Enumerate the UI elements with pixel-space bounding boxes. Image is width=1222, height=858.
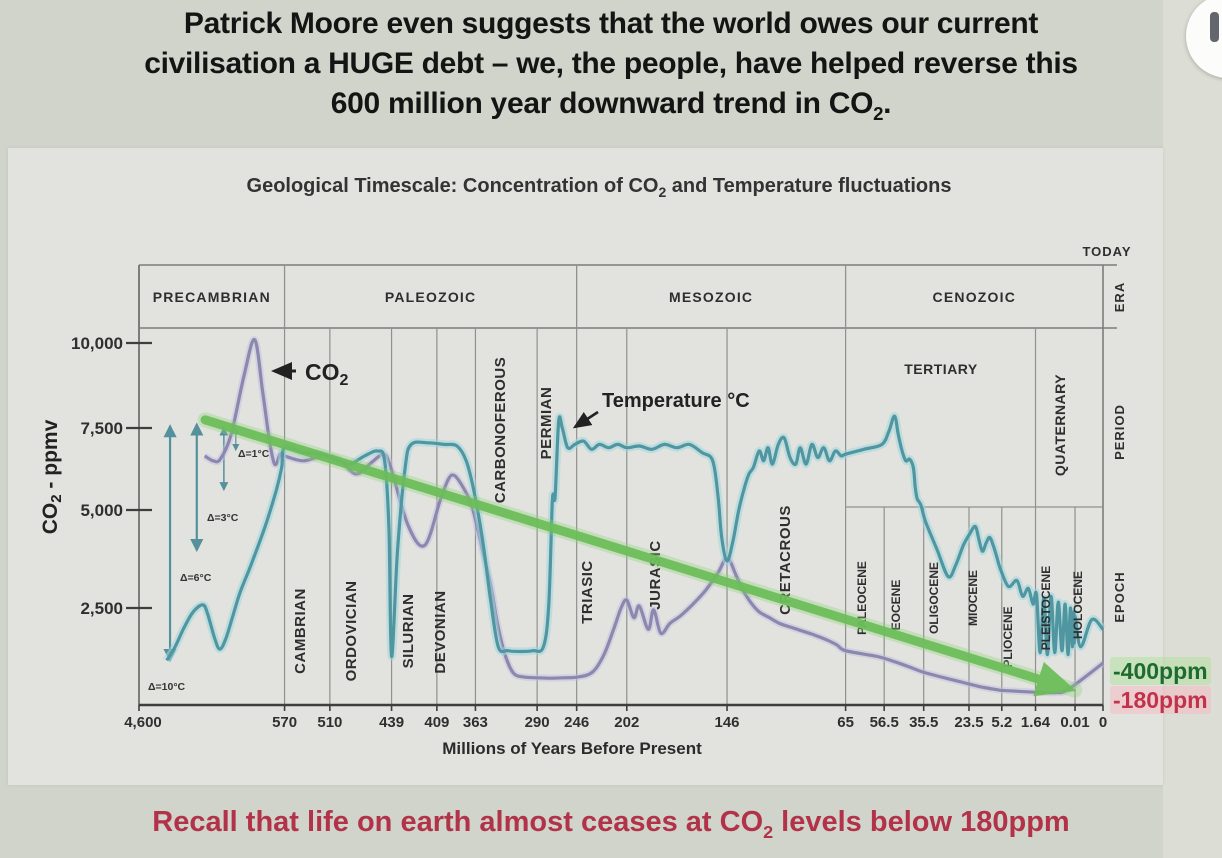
x-axis-title: Millions of Years Before Present <box>442 739 702 758</box>
x-tick-label: 363 <box>463 714 488 731</box>
chart-title-post: and Temperature fluctuations <box>666 175 951 197</box>
temperature-label-arrow <box>572 410 599 429</box>
period-label: CAMBRIAN <box>292 588 309 674</box>
y-axis-title-sub: 2 <box>48 494 65 502</box>
delta-arrows-layer: Δ=10°C Δ=6°C Δ=3°C Δ=1°C <box>148 422 270 693</box>
footer-text: Recall that life on earth almost ceases … <box>152 806 764 838</box>
epoch-label: MIOCENE <box>966 570 980 626</box>
co2-series-label: CO2 <box>305 359 349 389</box>
title-line-2: civilisation a HUGE debt – we, the peopl… <box>144 47 1078 80</box>
x-tick-label: 202 <box>614 714 639 731</box>
x-tick-label: 23.5 <box>954 714 983 731</box>
title-line-3-text: 600 million year downward trend in CO <box>330 87 874 120</box>
title-line-3: 600 million year downward trend in CO2. <box>40 84 1182 134</box>
chart-title: Geological Timescale: Concentration of C… <box>247 175 952 200</box>
epoch-label: PLEISTOCENE <box>1039 566 1053 650</box>
period-label: CRETACROUS <box>777 505 794 615</box>
co2-series-label-sub: 2 <box>340 372 349 389</box>
period-label: DEVONIAN <box>432 590 449 673</box>
x-tick-label: 4,600 <box>124 714 162 731</box>
period-label: CARBONOFEROUS <box>492 357 509 504</box>
x-tick-label: 0 <box>1099 714 1107 731</box>
grid-layer <box>126 264 1117 711</box>
delta-arrow-label: Δ=1°C <box>238 448 270 460</box>
footer-note: Recall that life on earth almost ceases … <box>0 806 1222 843</box>
period-label: PERMIAN <box>538 387 555 460</box>
delta-arrow-label: Δ=3°C <box>207 512 239 524</box>
x-tick-label: 246 <box>564 714 589 731</box>
title-line-3-end: . <box>883 87 892 120</box>
today-label: TODAY <box>1082 244 1131 259</box>
y-tick-label: 2,500 <box>80 599 123 618</box>
period-side-label: PERIOD <box>1112 404 1127 460</box>
overlay-button-icon <box>1210 12 1219 42</box>
x-tick-label: 439 <box>379 714 404 731</box>
band-labels-layer: PRECAMBRIAN PALEOZOIC MESOZOIC CENOZOIC CAMB… <box>153 289 1085 681</box>
co2-today-400ppm-label: -400ppm <box>1110 657 1211 685</box>
period-label: QUATERNARY <box>1052 374 1068 476</box>
x-tick-label: 570 <box>272 714 297 731</box>
y-axis-title-pre: CO <box>39 503 62 535</box>
footer-text-end: levels below 180ppm <box>773 806 1070 838</box>
x-tick-label: 56.5 <box>870 714 899 731</box>
period-label: SILURIAN <box>400 594 417 669</box>
x-tick-label: 35.5 <box>909 714 938 731</box>
period-label: TERTIARY <box>904 361 978 377</box>
co2-curve <box>203 338 1104 695</box>
x-tick-label: 409 <box>424 714 449 731</box>
co2-series-label-pre: CO <box>305 359 340 385</box>
delta-arrow-label: Δ=6°C <box>180 572 212 584</box>
delta-arrow-label: Δ=10°C <box>148 681 186 693</box>
footer-subscript: 2 <box>763 821 774 842</box>
y-tick-label: 7,500 <box>80 419 123 438</box>
era-side-label: ERA <box>1112 282 1127 312</box>
x-tick-label: 5.2 <box>991 714 1012 731</box>
x-tick-label: 1.64 <box>1021 714 1051 731</box>
background-strip <box>1163 0 1222 858</box>
y-axis-title-post: - ppmv <box>39 419 62 494</box>
epoch-label: OLIGOCENE <box>927 562 941 634</box>
y-axis-title: CO2 - ppmv <box>39 419 65 534</box>
era-label: PALEOZOIC <box>385 289 476 305</box>
epoch-label: PALEOCENE <box>855 561 869 635</box>
era-label: MESOZOIC <box>669 289 753 305</box>
epoch-side-label: EPOCH <box>1112 571 1127 622</box>
x-tick-label: 146 <box>714 714 739 731</box>
era-label: PRECAMBRIAN <box>153 289 271 305</box>
period-label: TRIASIC <box>579 560 596 624</box>
period-label: ORDOVICIAN <box>343 581 360 682</box>
temperature-series-label: Temperature °C <box>602 390 750 412</box>
x-tick-label: 0.01 <box>1060 714 1089 731</box>
chart-title-sub: 2 <box>658 184 666 200</box>
co2-floor-180ppm-label: -180ppm <box>1110 686 1211 714</box>
x-tick-label: 290 <box>525 714 550 731</box>
y-tick-label: 10,000 <box>71 334 123 353</box>
era-label: CENOZOIC <box>933 289 1017 305</box>
epoch-label: EOCENE <box>889 580 903 631</box>
co2-downward-trend-arrow <box>200 415 1077 697</box>
chart-title-pre: Geological Timescale: Concentration of C… <box>247 175 659 197</box>
slide-title: Patrick Moore even suggests that the wor… <box>40 4 1182 134</box>
title-line-1: Patrick Moore even suggests that the wor… <box>183 7 1039 40</box>
x-tick-label: 65 <box>837 714 854 731</box>
co2-subscript: 2 <box>873 103 884 124</box>
x-tick-label: 510 <box>317 714 342 731</box>
epoch-label: HOLOCENE <box>1071 571 1085 639</box>
y-tick-label: 5,000 <box>80 501 123 520</box>
trend-arrow-layer <box>197 412 1083 698</box>
tick-labels-layer: 4,600 570 510 439 409 363 290 246 202 146 65 56.5 35… <box>71 334 1107 731</box>
epoch-label: PLIOCENE <box>1001 606 1015 667</box>
